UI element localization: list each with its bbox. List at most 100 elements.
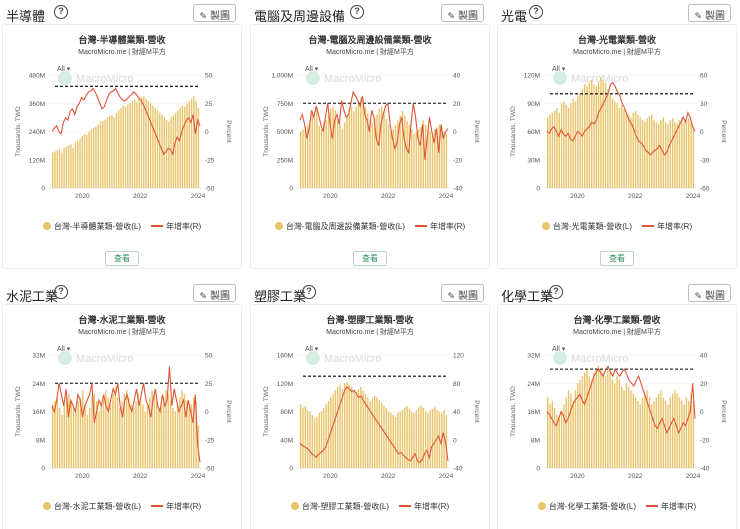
revenue-bar: [128, 397, 130, 469]
view-button[interactable]: 查看: [105, 251, 139, 266]
range-all-label[interactable]: All ▾: [305, 66, 319, 73]
draw-chart-button[interactable]: ✎ 製圖: [193, 4, 236, 22]
right-tick-label: 40: [453, 409, 461, 416]
legend-line-label[interactable]: 年增率(R): [661, 502, 697, 511]
legend-line-label[interactable]: 年增率(R): [657, 222, 693, 231]
revenue-bar: [655, 397, 658, 469]
revenue-bar: [99, 122, 102, 188]
revenue-bar: [616, 103, 618, 188]
legend-line-label[interactable]: 年增率(R): [414, 502, 450, 511]
draw-chart-button[interactable]: ✎ 製圖: [193, 284, 236, 302]
revenue-bar: [337, 119, 339, 188]
revenue-bar: [332, 393, 334, 468]
revenue-bar: [547, 397, 549, 469]
revenue-bar: [574, 101, 577, 188]
panel-optoelectronics: 光電 ? ✎ 製圖 台灣-光電業類-營收 MacroMicro.me | 財經M平…: [497, 2, 737, 272]
chart-card: 台灣-塑膠工業類-營收 MacroMicro.me | 財經M平方 All ▾ M…: [250, 304, 490, 529]
x-tick-label: 2022: [133, 473, 148, 480]
revenue-bar: [79, 138, 81, 188]
right-axis-title: Percent: [720, 400, 727, 423]
right-tick-label: 0: [453, 129, 457, 136]
x-tick-label: 2024: [439, 473, 454, 480]
revenue-bar: [630, 117, 632, 189]
revenue-bar: [558, 418, 560, 468]
help-icon[interactable]: ?: [350, 5, 364, 19]
revenue-bar: [186, 103, 188, 188]
revenue-bar: [174, 411, 176, 468]
legend-bar-label[interactable]: 台灣-半導體業類-營收(L): [53, 222, 141, 231]
range-all-label[interactable]: All ▾: [57, 66, 71, 73]
revenue-bar: [401, 410, 404, 468]
right-tick-label: 50: [205, 353, 213, 360]
revenue-bar: [118, 110, 120, 188]
revenue-bar: [572, 98, 574, 188]
revenue-bar: [190, 98, 193, 188]
revenue-bar: [392, 129, 394, 188]
revenue-bar: [422, 407, 424, 468]
help-icon[interactable]: ?: [529, 5, 543, 19]
revenue-bar: [353, 111, 355, 188]
help-icon[interactable]: ?: [302, 285, 316, 299]
chart-svg: All ▾ MacroMicro 0 40M 80M 120M 160M -40 0 40 80 12…: [263, 346, 480, 480]
revenue-bar: [623, 108, 625, 188]
range-all-label[interactable]: All ▾: [57, 346, 71, 353]
revenue-bar: [681, 400, 683, 468]
revenue-bar: [644, 122, 646, 188]
left-tick-label: 0: [289, 186, 293, 193]
legend-line-label[interactable]: 年增率(R): [166, 502, 202, 511]
revenue-bar: [581, 89, 584, 189]
x-tick-label: 2020: [323, 473, 338, 480]
right-tick-label: 0: [700, 409, 704, 416]
legend-bar-label[interactable]: 台灣-光電業類-營收(L): [552, 222, 632, 231]
revenue-bar: [553, 407, 556, 468]
draw-chart-button[interactable]: ✎ 製圖: [688, 4, 731, 22]
range-all-label[interactable]: All ▾: [305, 346, 319, 353]
revenue-bar: [100, 404, 102, 468]
revenue-bar: [616, 376, 618, 468]
legend-line-label[interactable]: 年增率(R): [166, 222, 202, 231]
revenue-bar: [70, 400, 72, 468]
revenue-bar: [609, 93, 611, 188]
panel-header: 化學工業 ? ✎ 製圖: [497, 282, 737, 306]
revenue-bar: [692, 400, 695, 468]
view-button[interactable]: 查看: [600, 251, 634, 266]
left-tick-label: 8M: [531, 437, 540, 444]
help-icon[interactable]: ?: [54, 5, 68, 19]
help-icon[interactable]: ?: [549, 285, 563, 299]
revenue-bar: [332, 106, 334, 188]
range-all-label[interactable]: All ▾: [552, 66, 566, 73]
revenue-bar: [325, 404, 327, 468]
draw-chart-button[interactable]: ✎ 製圖: [688, 284, 731, 302]
revenue-bar: [639, 117, 641, 189]
revenue-bar: [102, 120, 104, 188]
right-tick-label: 60: [700, 73, 708, 80]
revenue-bar: [685, 120, 688, 188]
legend-bar-label[interactable]: 台灣-化學工業類-營收(L): [548, 502, 636, 511]
revenue-bar: [313, 117, 316, 188]
legend-bar-label[interactable]: 台灣-電腦及周邊設備業類-營收(L): [285, 222, 405, 231]
revenue-bar: [625, 383, 628, 468]
draw-chart-button[interactable]: ✎ 製圖: [441, 4, 484, 22]
revenue-bar: [602, 79, 604, 188]
view-button[interactable]: 查看: [353, 251, 387, 266]
chart-title: 台灣-半導體業類-營收: [78, 35, 166, 45]
legend-bar-label[interactable]: 台灣-塑膠工業類-營收(L): [301, 502, 389, 511]
chart-subtitle: MacroMicro.me | 財經M平方: [78, 49, 166, 56]
chart-area: All ▾ MacroMicro 0 120M 240M 360M 480M -50 -25 0 2…: [3, 55, 241, 225]
help-icon[interactable]: ?: [54, 285, 68, 299]
left-tick-label: 8M: [36, 437, 45, 444]
legend-bar-label[interactable]: 台灣-水泥工業類-營收(L): [53, 502, 141, 511]
chart-legend: 台灣-塑膠工業類-營收(L) 年增率(R): [251, 501, 489, 512]
revenue-bar: [159, 112, 161, 188]
range-all-label[interactable]: All ▾: [552, 346, 566, 353]
revenue-bar: [586, 369, 588, 469]
revenue-bar: [584, 84, 586, 188]
revenue-bar: [169, 400, 172, 468]
draw-chart-button[interactable]: ✎ 製圖: [441, 284, 484, 302]
revenue-bar: [131, 100, 134, 188]
legend-line-label[interactable]: 年增率(R): [430, 222, 466, 231]
right-tick-label: 0: [453, 437, 457, 444]
revenue-bar: [577, 95, 579, 188]
revenue-bar: [390, 412, 392, 468]
chart-card: 台灣-電腦及周邊設備業類-營收 MacroMicro.me | 財經M平方 Al…: [250, 24, 490, 269]
